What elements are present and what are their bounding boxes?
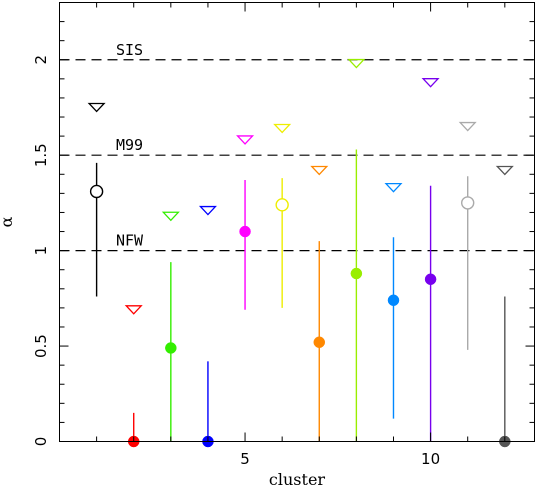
upper-limit-marker (495, 165, 514, 176)
upper-limit-marker (236, 135, 255, 145)
reference-lines: SIS M99 NFW (59, 41, 535, 252)
upper-limit-marker (124, 305, 143, 315)
filled-circle-marker (387, 294, 400, 307)
x-tick-label: 10 (421, 450, 440, 468)
upper-limit-marker (384, 182, 403, 193)
y-tick-label: 1.5 (32, 143, 50, 167)
reference-label-nfw: NFW (116, 232, 144, 250)
filled-circle-marker (165, 342, 177, 354)
filled-circle-marker (313, 336, 326, 348)
upper-limit-marker (458, 121, 477, 132)
upper-limit-marker (87, 102, 106, 113)
y-tick-label: 2 (32, 55, 50, 65)
open-circle-marker (461, 196, 475, 210)
axis-ticks: 0 0.5 1 1.5 2 5 10 (32, 2, 535, 468)
reference-label-sis: SIS (116, 41, 143, 59)
y-tick-label: 0.5 (32, 334, 50, 358)
filled-circle-marker (424, 273, 437, 286)
plot-frame (59, 2, 535, 442)
upper-limit-marker (347, 58, 366, 69)
y-axis-title: α (0, 216, 16, 227)
y-tick-label: 1 (32, 246, 50, 256)
x-axis-title: cluster (269, 470, 325, 488)
upper-limit-marker (161, 211, 180, 222)
open-circle-marker (275, 198, 289, 212)
upper-limit-marker (273, 123, 292, 134)
filled-circle-marker (239, 225, 251, 238)
data-points (87, 58, 514, 448)
filled-circle-marker (350, 267, 363, 280)
upper-limit-marker (198, 205, 217, 216)
upper-limit-marker (421, 78, 440, 88)
upper-limit-marker (310, 165, 329, 176)
y-tick-label: 0 (32, 437, 50, 447)
reference-label-m99: M99 (116, 136, 143, 154)
x-tick-label: 5 (240, 450, 250, 468)
open-circle-marker (89, 184, 104, 199)
